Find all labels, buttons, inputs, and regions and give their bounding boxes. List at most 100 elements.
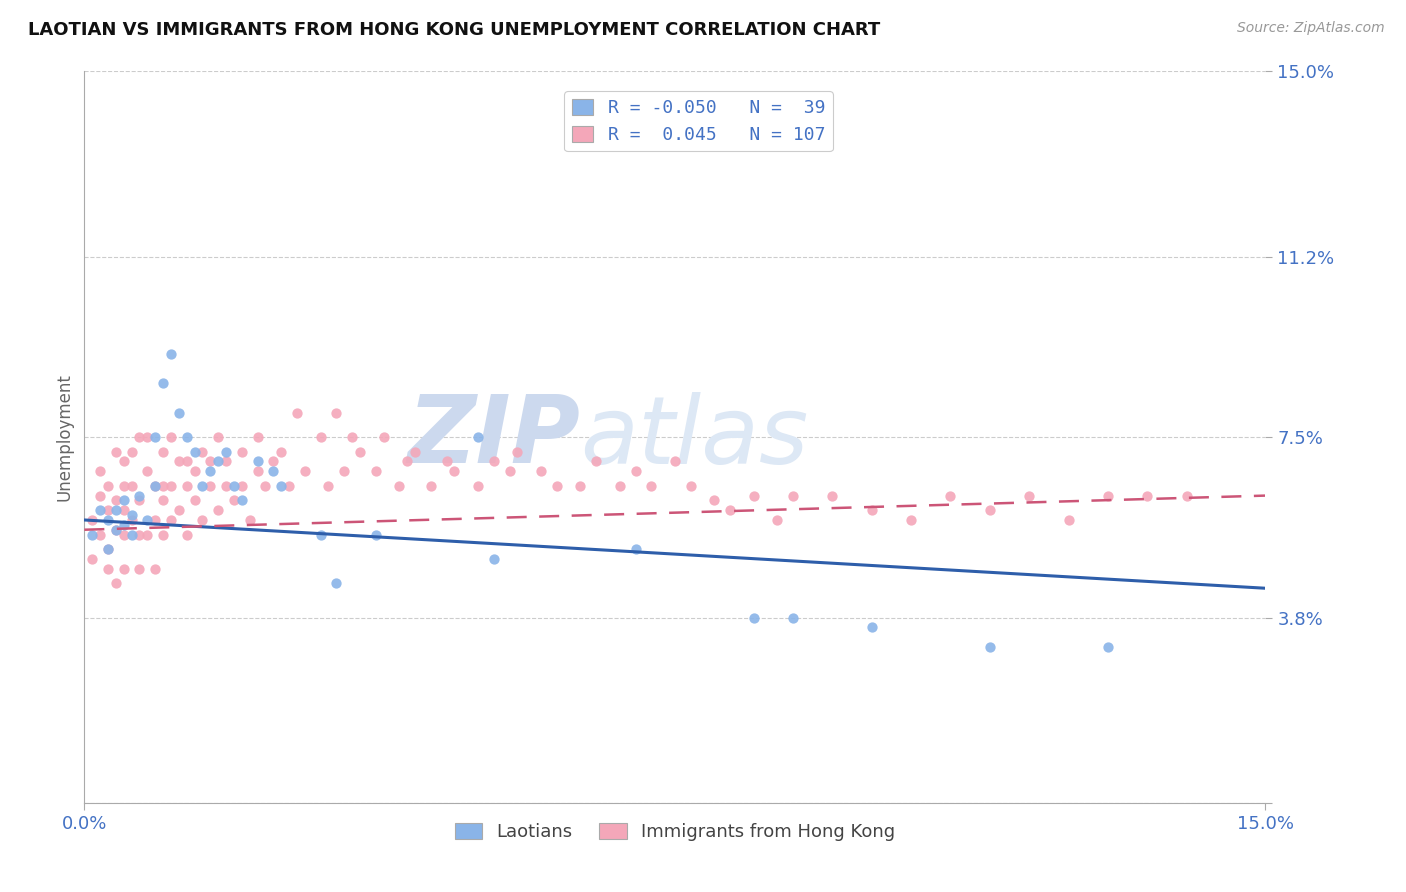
Point: [97, 503, 120, 517]
Point: [821, 489, 844, 503]
Point: [121, 527, 143, 541]
Point: [112, 479, 135, 493]
Point: [585, 454, 607, 468]
Point: [200, 479, 222, 493]
Point: [939, 489, 962, 503]
Point: [609, 479, 631, 493]
Point: [231, 493, 253, 508]
Point: [207, 430, 229, 444]
Point: [498, 464, 520, 478]
Point: [89, 464, 111, 478]
Point: [262, 454, 284, 468]
Point: [143, 430, 166, 444]
Point: [112, 493, 135, 508]
Point: [860, 620, 883, 634]
Point: [419, 479, 441, 493]
Point: [200, 454, 222, 468]
Point: [262, 464, 284, 478]
Point: [325, 406, 347, 420]
Point: [270, 444, 292, 458]
Point: [364, 527, 387, 541]
Point: [176, 479, 198, 493]
Text: LAOTIAN VS IMMIGRANTS FROM HONG KONG UNEMPLOYMENT CORRELATION CHART: LAOTIAN VS IMMIGRANTS FROM HONG KONG UNE…: [28, 21, 880, 38]
Point: [1136, 489, 1159, 503]
Text: ZIP: ZIP: [408, 391, 581, 483]
Point: [112, 454, 135, 468]
Point: [373, 430, 395, 444]
Point: [1018, 489, 1040, 503]
Point: [160, 513, 183, 527]
Point: [506, 444, 529, 458]
Point: [104, 523, 127, 537]
Point: [309, 527, 332, 541]
Point: [121, 444, 143, 458]
Point: [1175, 489, 1198, 503]
Point: [128, 493, 150, 508]
Point: [325, 576, 347, 591]
Point: [436, 454, 458, 468]
Point: [482, 454, 505, 468]
Point: [222, 493, 245, 508]
Point: [183, 493, 205, 508]
Point: [664, 454, 686, 468]
Point: [530, 464, 553, 478]
Point: [82, 513, 104, 527]
Point: [703, 493, 725, 508]
Point: [160, 479, 183, 493]
Point: [82, 527, 104, 541]
Point: [742, 610, 765, 624]
Point: [200, 464, 222, 478]
Point: [152, 444, 174, 458]
Point: [254, 479, 277, 493]
Point: [136, 430, 159, 444]
Point: [782, 610, 804, 624]
Point: [121, 508, 143, 522]
Point: [396, 454, 419, 468]
Point: [742, 489, 765, 503]
Legend: Laotians, Immigrants from Hong Kong: Laotians, Immigrants from Hong Kong: [447, 816, 903, 848]
Point: [89, 503, 111, 517]
Point: [112, 527, 135, 541]
Point: [89, 489, 111, 503]
Point: [152, 479, 174, 493]
Point: [309, 430, 332, 444]
Point: [443, 464, 465, 478]
Point: [97, 562, 120, 576]
Point: [183, 444, 205, 458]
Point: [215, 454, 238, 468]
Point: [167, 454, 190, 468]
Point: [979, 503, 1001, 517]
Point: [246, 454, 269, 468]
Point: [143, 479, 166, 493]
Point: [176, 454, 198, 468]
Point: [215, 479, 238, 493]
Point: [333, 464, 356, 478]
Point: [128, 562, 150, 576]
Text: atlas: atlas: [581, 392, 808, 483]
Point: [121, 513, 143, 527]
Point: [1097, 489, 1119, 503]
Point: [467, 430, 489, 444]
Point: [89, 527, 111, 541]
Point: [143, 479, 166, 493]
Point: [231, 479, 253, 493]
Point: [624, 542, 647, 557]
Point: [404, 444, 426, 458]
Point: [152, 376, 174, 391]
Point: [388, 479, 411, 493]
Point: [183, 464, 205, 478]
Point: [467, 479, 489, 493]
Point: [112, 517, 135, 532]
Point: [222, 479, 245, 493]
Y-axis label: Unemployment: Unemployment: [55, 373, 73, 501]
Point: [104, 493, 127, 508]
Point: [979, 640, 1001, 654]
Point: [167, 503, 190, 517]
Point: [215, 444, 238, 458]
Point: [207, 454, 229, 468]
Point: [294, 464, 316, 478]
Point: [191, 444, 214, 458]
Point: [482, 552, 505, 566]
Point: [104, 444, 127, 458]
Point: [640, 479, 662, 493]
